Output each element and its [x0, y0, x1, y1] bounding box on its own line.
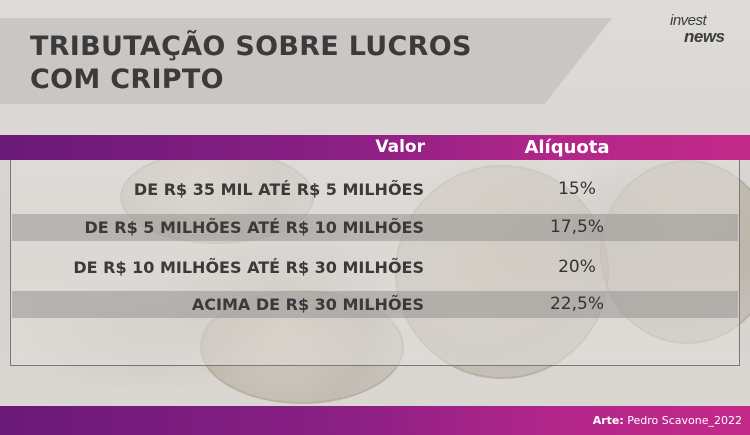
- table-frame: [10, 160, 740, 366]
- table-row: DE R$ 5 MILHÕES ATÉ R$ 10 MILHÕES 17,5%: [12, 214, 738, 241]
- logo-text: news: [684, 27, 725, 46]
- logo-text: invest: [670, 12, 707, 29]
- credit-label: Arte:: [592, 414, 624, 427]
- credit-author: Pedro Scavone_2022: [627, 414, 742, 427]
- table-row: ACIMA DE R$ 30 MILHÕES 22,5%: [12, 291, 738, 318]
- art-credit: Arte: Pedro Scavone_2022: [593, 406, 742, 435]
- table-header-bar: [0, 135, 750, 160]
- row-rate: 17,5%: [549, 217, 604, 237]
- title-band: [0, 18, 612, 104]
- row-value: ACIMA DE R$ 30 MILHÕES: [191, 295, 424, 314]
- row-value: DE R$ 35 MIL ATÉ R$ 5 MILHÕES: [133, 180, 424, 199]
- row-value: DE R$ 5 MILHÕES ATÉ R$ 10 MILHÕES: [84, 218, 424, 237]
- footer-bar: [0, 406, 750, 435]
- row-rate: 22,5%: [549, 294, 604, 314]
- column-header-aliquota: Alíquota: [524, 137, 610, 158]
- table-row: DE R$ 35 MIL ATÉ R$ 5 MILHÕES 15%: [12, 176, 738, 203]
- row-rate: 20%: [558, 257, 596, 277]
- investnews-logo: invest news: [670, 12, 736, 46]
- column-header-valor: Valor: [375, 137, 425, 157]
- row-value: DE R$ 10 MILHÕES ATÉ R$ 30 MILHÕES: [73, 258, 424, 277]
- table-row: DE R$ 10 MILHÕES ATÉ R$ 30 MILHÕES 20%: [12, 254, 738, 281]
- page-title: TRIBUTAÇÃO SOBRE LUCROS COM CRIPTO: [30, 31, 472, 95]
- row-rate: 15%: [558, 179, 596, 199]
